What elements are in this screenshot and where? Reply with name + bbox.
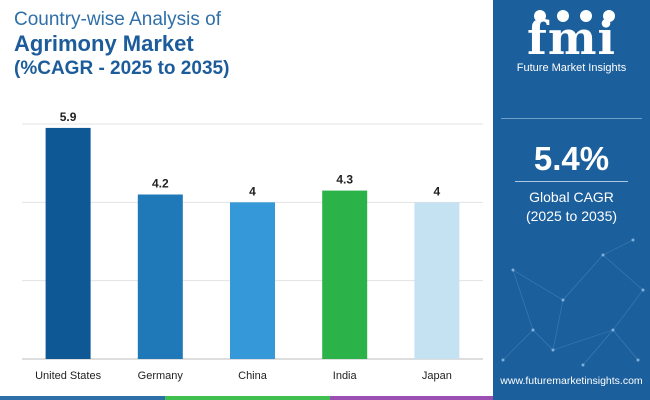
bar-china	[230, 202, 275, 359]
cagr-rule	[515, 181, 628, 182]
value-label: 4.2	[152, 177, 169, 191]
title-block: Country-wise Analysis of Agrimony Market…	[14, 8, 229, 80]
bar-chart: 5.9 4.2 4 4.3 4 United States Germany China Ind…	[22, 110, 483, 382]
website-url: www.futuremarketinsights.com	[500, 375, 643, 387]
fmi-logo-icons	[534, 10, 615, 22]
category-label: China	[238, 370, 268, 382]
global-cagr-value: 5.4%	[533, 140, 610, 177]
title-line-1: Country-wise Analysis of	[14, 9, 221, 30]
category-label: United States	[35, 370, 102, 382]
footer-bar-green	[165, 396, 330, 400]
side-panel: fmi Future Market Insights 5.4% Global C…	[493, 0, 650, 400]
global-cagr-label-line1: Global CAGR	[529, 189, 614, 205]
bar-germany	[137, 194, 183, 359]
footer-bar-blue	[0, 396, 165, 400]
value-labels: 5.9 4.2 4 4.3 4	[60, 110, 441, 198]
bars	[45, 127, 460, 360]
bar-united-states	[45, 127, 91, 360]
category-label: India	[333, 370, 358, 382]
bar-india	[322, 190, 368, 359]
value-label: 4	[249, 184, 256, 198]
value-label: 4	[434, 184, 441, 198]
category-label: Japan	[422, 370, 452, 382]
footer-bar-purple	[330, 396, 493, 400]
bar-japan	[414, 202, 460, 359]
category-label: Germany	[138, 370, 184, 382]
global-cagr-label-line2: (2025 to 2035)	[525, 208, 618, 224]
network-decoration	[501, 238, 645, 367]
title-line-2: Agrimony Market	[14, 31, 194, 56]
value-label: 4.3	[336, 173, 353, 187]
fmi-logo: fmi	[527, 11, 616, 65]
global-cagr-label: Global CAGR (2025 to 2035)	[493, 188, 650, 226]
panel-divider	[501, 118, 642, 119]
company-name: Future Market Insights	[516, 62, 627, 74]
value-label: 5.9	[60, 110, 77, 124]
title-line-3: (%CAGR - 2025 to 2035)	[14, 58, 230, 79]
category-labels: United States Germany China India Japan	[35, 370, 452, 382]
